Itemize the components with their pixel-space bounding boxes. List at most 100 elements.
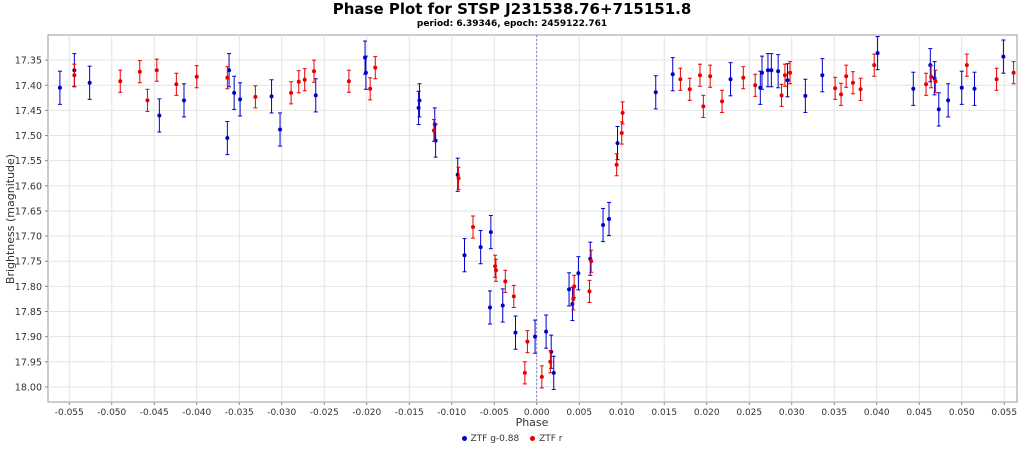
y-tick-label: 17.70 [15,232,42,243]
x-tick-label: 0.025 [736,408,762,418]
data-point [570,301,575,306]
x-tick-label: -0.040 [182,408,211,418]
data-point [368,86,373,91]
y-tick-label: 17.75 [15,257,42,268]
data-point [145,98,150,103]
series-ztf-r [72,53,1016,389]
data-point [302,77,307,82]
data-point [820,73,825,78]
data-point [670,72,675,77]
data-point [615,141,620,146]
data-point [803,93,808,98]
y-gridlines [48,59,1017,388]
y-tick-label: 17.65 [15,206,42,217]
data-point [253,94,258,99]
y-tick-label: 17.80 [15,282,42,293]
data-point [728,77,733,82]
series-layer [57,36,1016,390]
data-point [571,296,576,301]
y-tick-label: 17.45 [15,106,42,117]
x-tick-label: -0.005 [480,408,509,418]
data-point [551,370,556,375]
data-point [525,339,530,344]
data-point [513,330,518,335]
data-point [533,334,538,339]
data-point [972,86,977,91]
data-point [118,79,123,84]
data-point [431,128,436,133]
data-point [587,289,592,294]
data-point [653,90,658,95]
data-point [478,245,483,250]
y-tick-label: 17.90 [15,332,42,343]
x-tick-label: -0.025 [310,408,339,418]
y-axis-ticks: 17.35 17.40 17.45 17.50 17.55 17.60 17.65 17.70… [15,56,48,393]
data-point [589,259,594,264]
y-tick-label: 17.40 [15,81,42,92]
data-point [182,98,186,103]
data-point [946,98,951,103]
data-point [493,268,498,273]
data-point [687,87,692,92]
data-point [544,329,549,334]
x-tick-label: 0.040 [864,408,890,418]
data-point [174,82,179,87]
x-gridlines [68,35,1005,402]
data-point [776,69,781,74]
data-point [72,73,77,78]
x-tick-label: -0.015 [395,408,424,418]
data-point [697,73,702,78]
x-tick-label: 0.030 [779,408,805,418]
data-point [875,51,880,56]
data-point [936,107,941,112]
x-tick-label: -0.020 [352,408,381,418]
data-point [225,75,230,80]
legend-label-r: ZTF r [539,434,563,444]
data-point [227,68,232,73]
legend: ZTF g-0.88 ZTF r [0,434,1024,444]
y-tick-label: 17.60 [15,181,42,192]
data-point [500,303,505,308]
plot-area [47,34,1018,403]
data-point [839,92,844,97]
data-point [87,80,92,85]
data-point [779,93,784,98]
data-point [137,69,142,74]
data-point [576,271,581,276]
y-tick-label: 17.95 [15,357,42,368]
data-point [788,70,793,75]
data-point [471,225,475,230]
data-point [488,305,492,310]
data-point [959,85,964,90]
data-point [432,122,437,127]
x-tick-label: 0.000 [524,408,550,418]
data-point [872,63,877,68]
data-point [416,105,421,110]
data-point [312,69,317,74]
data-point [701,104,706,109]
legend-item-r: ZTF r [530,434,562,444]
data-point [456,176,461,181]
data-point [232,90,237,95]
data-point [601,223,606,228]
chart-subtitle: period: 6.39346, epoch: 2459122.761 [416,19,608,29]
data-point [572,284,577,289]
data-point [911,86,916,91]
data-point [278,127,283,132]
data-point [57,85,62,90]
x-tick-label: 0.015 [651,408,677,418]
data-point [607,217,611,222]
y-tick-label: 17.50 [15,131,42,142]
data-point [929,74,934,79]
x-tick-label: -0.010 [437,408,466,418]
data-point [194,74,199,79]
data-point [928,63,933,68]
x-tick-label: 0.045 [906,408,932,418]
x-axis-label: Phase [516,416,549,429]
chart-title: Phase Plot for STSP J231538.76+715151.8 [332,0,692,18]
data-point [964,63,969,68]
data-point [225,136,230,141]
data-point [924,82,929,87]
data-point [363,70,368,75]
